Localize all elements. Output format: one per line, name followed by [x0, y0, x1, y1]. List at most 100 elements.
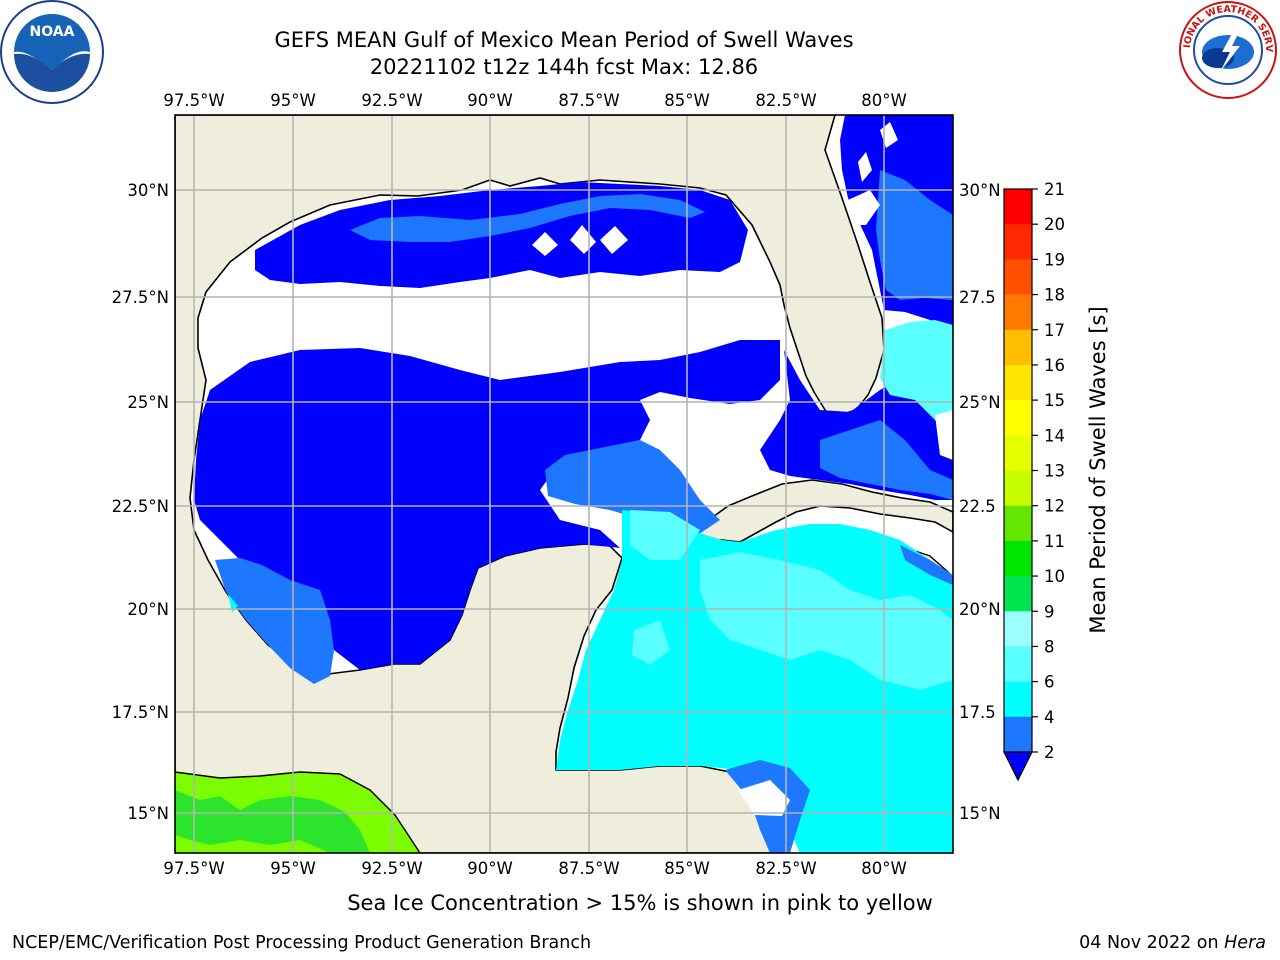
- lon-labels-bottom: 97.5°W 95°W 92.5°W 90°W 87.5°W 85°W 82.5…: [163, 859, 906, 878]
- noaa-logo-text: NOAA: [30, 24, 75, 40]
- lon-label-bottom: 90°W: [467, 859, 513, 878]
- colorbar-segment: [1004, 329, 1032, 366]
- colorbar-segment: [1004, 294, 1032, 331]
- sea-ice-caption: Sea Ice Concentration > 15% is shown in …: [347, 891, 933, 915]
- colorbar-segment: [1004, 224, 1032, 260]
- footer-host: Hera: [1224, 933, 1266, 953]
- white-patch-east-1: [858, 152, 872, 182]
- lon-labels-top: 97.5°W 95°W 92.5°W 90°W 87.5°W 85°W 82.5…: [163, 91, 906, 110]
- lat-label-left: 17.5°N: [112, 703, 169, 722]
- lat-label-right: 20°N: [959, 600, 1001, 619]
- colorbar-tick-label: 18: [1044, 286, 1065, 305]
- swell-zone-blue: [194, 340, 780, 670]
- lat-label-right: 30°N: [959, 181, 1001, 200]
- colorbar-label: Mean Period of Swell Waves [s]: [1086, 306, 1110, 633]
- colorbar-segment: [1004, 505, 1032, 542]
- swell-zone-lightcyan-3: [632, 620, 670, 665]
- colorbar-tick-label: 20: [1044, 215, 1065, 234]
- white-patch-bahamas: [935, 410, 953, 460]
- colorbar-tick-label: 21: [1044, 180, 1065, 199]
- lon-label-bottom: 87.5°W: [558, 859, 619, 878]
- lat-label-left: 15°N: [127, 804, 169, 823]
- colorbar-segment: [1004, 435, 1032, 471]
- colorbar-segment: [1004, 540, 1032, 577]
- lon-label-top: 95°W: [270, 91, 316, 110]
- colorbar-tick-label: 19: [1044, 250, 1065, 269]
- colorbar-segment: [1004, 400, 1032, 436]
- colorbar-tick-label: 10: [1044, 567, 1065, 586]
- nws-logo: NATIONAL WEATHER SERVICE: [1178, 0, 1277, 99]
- colorbar: 21 20 19 18 17 16 15 14 13 12 11 10 9 8 6 4 2 Mean Perio…: [1003, 180, 1110, 782]
- cuba-land: [690, 479, 953, 543]
- lat-label-right: 27.5: [959, 288, 996, 307]
- lon-label-top: 97.5°W: [163, 91, 224, 110]
- colorbar-segment: [1004, 681, 1032, 718]
- noaa-logo: NOAA: [0, 0, 104, 104]
- white-patch-3: [600, 226, 628, 254]
- lat-label-right: 25°N: [959, 393, 1001, 412]
- colorbar-tick-label: 17: [1044, 321, 1065, 340]
- colorbar-segment: [1004, 611, 1032, 647]
- footer-credit: NCEP/EMC/Verification Post Processing Pr…: [12, 933, 592, 953]
- map-area: [175, 115, 953, 853]
- colorbar-extend-arrow: [1003, 751, 1033, 782]
- colorbar-segment: [1004, 576, 1032, 612]
- colorbar-segment: [1004, 470, 1032, 507]
- map-border: [174, 114, 954, 854]
- lon-label-bottom: 92.5°W: [361, 859, 422, 878]
- lon-label-bottom: 97.5°W: [163, 859, 224, 878]
- lat-label-left: 25°N: [127, 393, 169, 412]
- colorbar-segment: [1004, 716, 1032, 753]
- lon-label-top: 90°W: [467, 91, 513, 110]
- colorbar-tick-label: 16: [1044, 356, 1065, 375]
- chart-subtitle: 20221102 t12z 144h fcst Max: 12.86: [369, 55, 759, 79]
- lon-label-bottom: 82.5°W: [755, 859, 816, 878]
- colorbar-tick-label: 14: [1044, 426, 1065, 445]
- colorbar-segment: [1004, 189, 1032, 225]
- white-patch-1: [532, 232, 558, 256]
- swell-zone-medblue-north: [350, 194, 705, 242]
- swell-zone-lightcyan-1: [630, 510, 700, 560]
- colorbar-tick-label: 8: [1044, 637, 1055, 656]
- lat-label-left: 22.5°N: [112, 497, 169, 516]
- lat-label-right: 15°N: [959, 804, 1001, 823]
- lon-label-top: 80°W: [861, 91, 907, 110]
- lon-label-bottom: 80°W: [861, 859, 907, 878]
- lat-labels-right: 30°N 27.5 25°N 22.5 20°N 17.5 15°N: [959, 181, 1001, 823]
- lat-labels-left: 30°N 27.5°N 25°N 22.5°N 20°N 17.5°N 15°N: [112, 181, 169, 823]
- white-patch-east-2: [848, 190, 880, 225]
- colorbar-segment: [1004, 364, 1032, 401]
- lat-label-left: 30°N: [127, 181, 169, 200]
- swell-zone-medblue-keys: [820, 420, 953, 500]
- lon-label-bottom: 85°W: [664, 859, 710, 878]
- swell-zone-cyan-campeche: [228, 594, 238, 612]
- colorbar-tick-label: 15: [1044, 391, 1065, 410]
- colorbar-segments: [1004, 189, 1032, 753]
- lon-label-bottom: 95°W: [270, 859, 316, 878]
- lon-label-top: 87.5°W: [558, 91, 619, 110]
- lat-label-left: 20°N: [127, 600, 169, 619]
- lat-label-right: 22.5: [959, 497, 996, 516]
- colorbar-tick-label: 4: [1044, 708, 1055, 727]
- map-gridlines: [175, 115, 953, 853]
- swell-zone-cyan-bahamas: [880, 320, 953, 440]
- pacific-coastline: [175, 771, 421, 853]
- colorbar-tick-label: 11: [1044, 532, 1065, 551]
- swell-zone-medblue-east: [876, 170, 953, 300]
- lon-label-top: 85°W: [664, 91, 710, 110]
- colorbar-tick-label: 6: [1044, 673, 1055, 692]
- colorbar-ticks: 21 20 19 18 17 16 15 14 13 12 11 10 9 8 6 4 2: [1032, 180, 1065, 762]
- colorbar-segment: [1004, 646, 1032, 683]
- swell-zone-medblue-campeche: [215, 558, 334, 684]
- swell-zone-medblue-right: [900, 545, 953, 585]
- lon-label-top: 92.5°W: [361, 91, 422, 110]
- lat-label-right: 17.5: [959, 703, 996, 722]
- colorbar-tick-label: 12: [1044, 497, 1065, 516]
- lat-label-left: 27.5°N: [112, 288, 169, 307]
- swell-zone-lightcyan-2: [700, 552, 953, 690]
- footer-date: 04 Nov 2022 on Hera: [1079, 933, 1266, 953]
- colorbar-tick-label: 9: [1044, 602, 1055, 621]
- colorbar-tick-label: 2: [1044, 743, 1055, 762]
- lon-label-top: 82.5°W: [755, 91, 816, 110]
